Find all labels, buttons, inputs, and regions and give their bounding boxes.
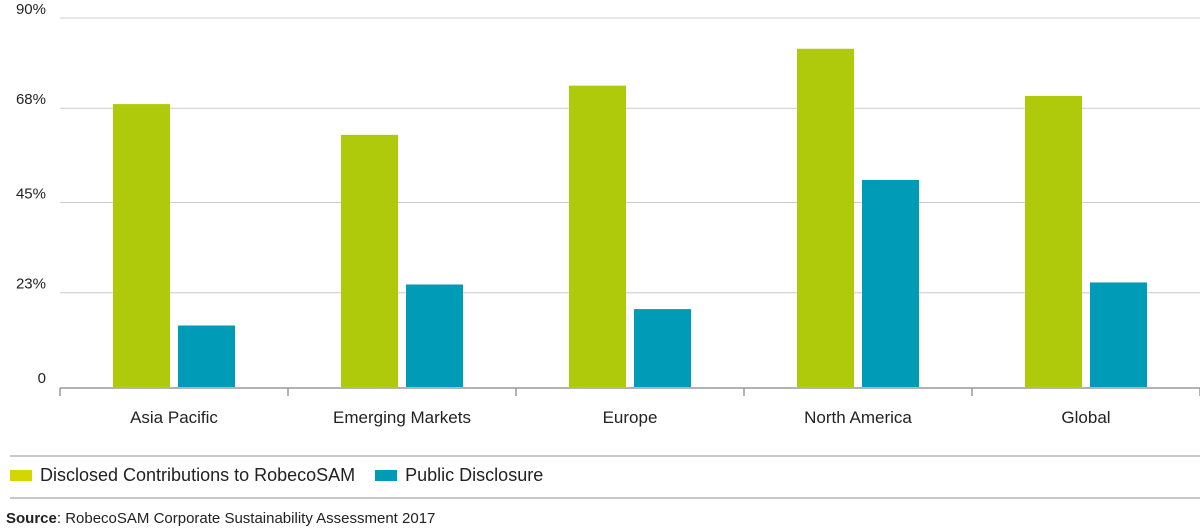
- bar-chart: 0 23% 45% 68% 90% Asia Pacific Emerging Marke…: [16, 1, 1200, 427]
- legend-top-divider: [10, 455, 1200, 457]
- x-category-label: Asia Pacific: [130, 408, 218, 427]
- bar-public-europe: [634, 309, 691, 387]
- bar-public-global: [1090, 282, 1147, 387]
- x-category-label: Europe: [603, 408, 658, 427]
- y-tick-label: 23%: [16, 276, 46, 293]
- legend-swatch-public: [375, 470, 398, 481]
- bar-disclosed-north-america: [797, 48, 854, 387]
- legend-item-public: Public Disclosure: [375, 465, 543, 486]
- bar-disclosed-asia-pacific: [113, 104, 170, 387]
- bar-disclosed-emerging-markets: [341, 134, 398, 387]
- x-category-label: Emerging Markets: [333, 408, 471, 427]
- bars: [113, 48, 1147, 388]
- legend-bottom-divider: [10, 497, 1200, 499]
- y-axis-ticks: 0 23% 45% 68% 90%: [16, 1, 46, 387]
- y-tick-label: 68%: [16, 91, 46, 108]
- bar-public-emerging-markets: [406, 284, 463, 387]
- y-tick-label: 0: [38, 370, 46, 387]
- source-note: Source: RobecoSAM Corporate Sustainabili…: [6, 510, 435, 527]
- legend: Disclosed Contributions to RobecoSAM Pub…: [10, 465, 563, 486]
- source-text: : RobecoSAM Corporate Sustainability Ass…: [56, 510, 436, 527]
- x-category-label: North America: [804, 408, 912, 427]
- x-category-label: Global: [1061, 408, 1110, 427]
- y-tick-label: 45%: [16, 186, 46, 203]
- legend-swatch-disclosed: [10, 470, 32, 481]
- legend-label-disclosed: Disclosed Contributions to RobecoSAM: [40, 465, 356, 485]
- gridlines: [60, 17, 1200, 294]
- x-axis: Asia Pacific Emerging Markets Europe North …: [59, 387, 1200, 427]
- bar-public-asia-pacific: [178, 325, 235, 387]
- source-label: Source: [6, 510, 57, 527]
- legend-label-public: Public Disclosure: [405, 465, 544, 485]
- bar-disclosed-global: [1025, 95, 1082, 388]
- bar-public-north-america: [862, 179, 919, 387]
- bar-disclosed-europe: [569, 85, 626, 388]
- legend-item-disclosed: Disclosed Contributions to RobecoSAM: [10, 465, 355, 486]
- y-tick-label: 90%: [16, 1, 46, 18]
